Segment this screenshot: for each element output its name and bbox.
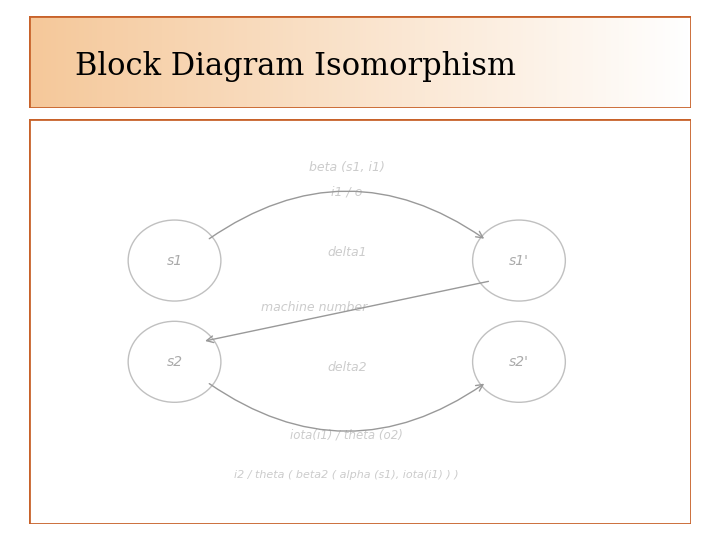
Text: s2': s2'	[509, 355, 529, 369]
Text: s1: s1	[166, 254, 183, 267]
Ellipse shape	[128, 321, 221, 402]
Text: delta1: delta1	[327, 246, 366, 259]
Text: s1': s1'	[509, 254, 529, 267]
Text: i2 / theta ( beta2 ( alpha (s1), iota(i1) ) ): i2 / theta ( beta2 ( alpha (s1), iota(i1…	[235, 470, 459, 480]
Text: machine number: machine number	[261, 301, 366, 314]
Text: delta2: delta2	[327, 361, 366, 374]
Text: i1 / o: i1 / o	[331, 185, 362, 198]
FancyArrowPatch shape	[210, 191, 483, 239]
Ellipse shape	[128, 220, 221, 301]
FancyArrowPatch shape	[210, 383, 483, 431]
Ellipse shape	[472, 220, 565, 301]
Text: iota(i1) / theta (o2): iota(i1) / theta (o2)	[290, 428, 403, 441]
FancyArrowPatch shape	[207, 281, 488, 342]
Text: Block Diagram Isomorphism: Block Diagram Isomorphism	[75, 51, 516, 82]
FancyBboxPatch shape	[29, 119, 691, 524]
Ellipse shape	[472, 321, 565, 402]
Text: s2: s2	[166, 355, 183, 369]
Text: beta (s1, i1): beta (s1, i1)	[309, 161, 384, 174]
